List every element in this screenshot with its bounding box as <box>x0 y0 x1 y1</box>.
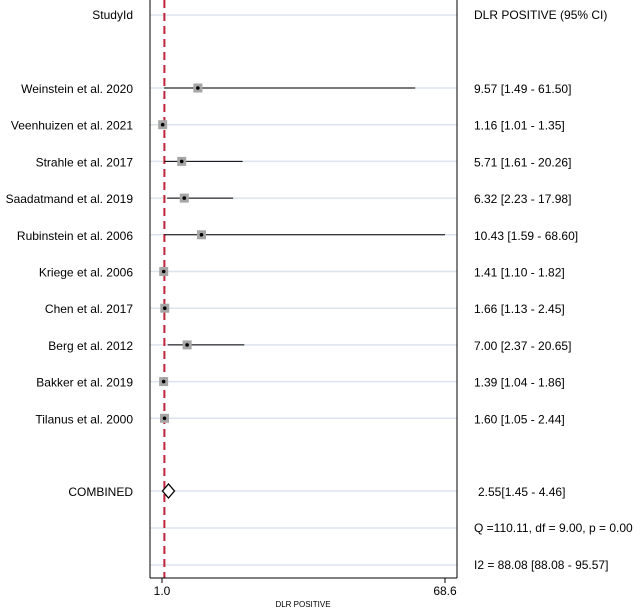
point-dot <box>162 306 167 311</box>
study-label: Kriege et al. 2006 <box>39 266 133 280</box>
point-dot <box>185 343 189 347</box>
grid-lines <box>150 14 457 566</box>
study-label: Bakker et al. 2019 <box>36 376 133 390</box>
confidence-intervals <box>158 83 445 499</box>
x-tick-label: 1.0 <box>154 584 171 598</box>
right-column-header: DLR POSITIVE (95% CI) <box>474 8 607 22</box>
point-dot <box>161 379 166 384</box>
x-axis: 1.0 68.6 <box>150 577 457 598</box>
study-value-text: 1.39 [1.04 - 1.86] <box>474 376 565 390</box>
combined-value-text: 2.55[1.45 - 4.46] <box>478 485 565 499</box>
study-value-text: 1.41 [1.10 - 1.82] <box>474 266 565 280</box>
x-tick-label: 68.6 <box>433 584 457 598</box>
combined-diamond <box>161 483 176 499</box>
point-dot <box>196 86 200 90</box>
point-dot <box>199 233 204 237</box>
study-value-text: 5.71 [1.61 - 20.26] <box>474 155 571 169</box>
study-value-text: 9.57 [1.49 - 61.50] <box>474 82 571 96</box>
study-label: Weinstein et al. 2020 <box>21 82 133 96</box>
study-value-text: 7.00 [2.37 - 20.65] <box>474 339 571 353</box>
point-dot <box>161 269 166 274</box>
study-label: Veenhuizen et al. 2021 <box>11 119 133 133</box>
combined-label: COMBINED <box>68 485 133 499</box>
study-label: Chen et al. 2017 <box>45 302 133 316</box>
study-value-text: 6.32 [2.23 - 17.98] <box>474 192 571 206</box>
x-axis-title: DLR POSITIVE <box>275 600 330 609</box>
heterogeneity-i2-text: I2 = 88.08 [88.08 - 95.57] <box>474 558 608 572</box>
heterogeneity-q-text: Q =110.11, df = 9.00, p = 0.00 <box>474 521 633 535</box>
study-label: Saadatmand et al. 2019 <box>6 192 134 206</box>
study-label: Strahle et al. 2017 <box>36 155 134 169</box>
study-value-text: 10.43 [1.59 - 68.60] <box>474 229 578 243</box>
point-dot <box>162 416 167 421</box>
point-dot <box>160 122 165 127</box>
point-dot <box>182 196 187 200</box>
left-column-header: StudyId <box>92 8 133 22</box>
study-values: 9.57 [1.49 - 61.50] 1.16 [1.01 - 1.35] 5.7… <box>474 82 578 426</box>
study-label: Berg et al. 2012 <box>48 339 133 353</box>
study-value-text: 1.16 [1.01 - 1.35] <box>474 119 565 133</box>
study-value-text: 1.66 [1.13 - 2.45] <box>474 302 565 316</box>
plot-panel <box>149 0 458 578</box>
study-labels: Weinstein et al. 2020 Veenhuizen et al. 2… <box>6 82 134 426</box>
study-label: Rubinstein et al. 2006 <box>17 229 133 243</box>
study-label: Tilanus et al. 2000 <box>35 412 133 426</box>
study-value-text: 1.60 [1.05 - 2.44] <box>474 412 565 426</box>
point-dot <box>179 159 184 164</box>
